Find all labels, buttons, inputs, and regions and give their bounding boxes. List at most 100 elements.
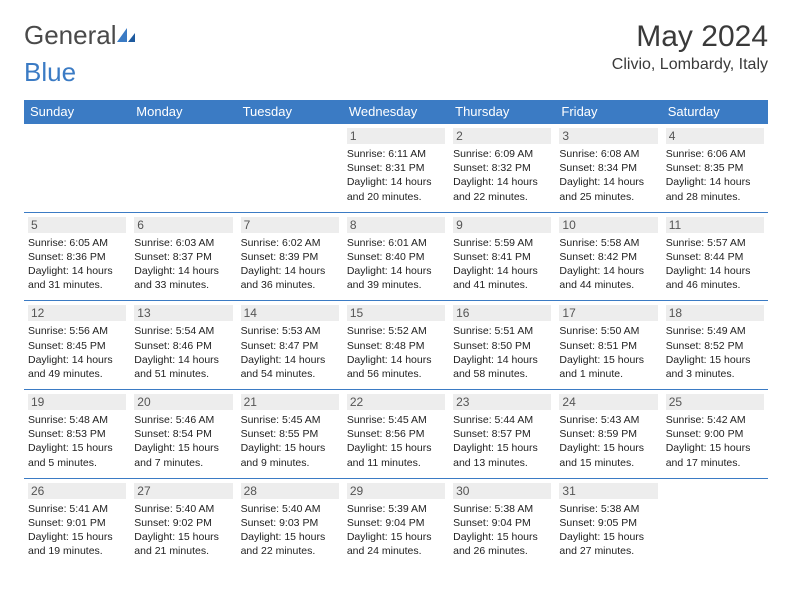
sunset-line: Sunset: 8:40 PM bbox=[347, 250, 445, 264]
week-row: 1Sunrise: 6:11 AMSunset: 8:31 PMDaylight… bbox=[24, 124, 768, 213]
daylight-line: Daylight: 15 hours and 5 minutes. bbox=[28, 441, 126, 469]
sunset-line: Sunset: 9:05 PM bbox=[559, 516, 657, 530]
sunrise-line: Sunrise: 5:40 AM bbox=[241, 502, 339, 516]
day-number: 11 bbox=[666, 217, 764, 233]
day-cell: 30Sunrise: 5:38 AMSunset: 9:04 PMDayligh… bbox=[449, 478, 555, 566]
sunrise-line: Sunrise: 6:05 AM bbox=[28, 236, 126, 250]
day-cell: 1Sunrise: 6:11 AMSunset: 8:31 PMDaylight… bbox=[343, 124, 449, 213]
day-number: 6 bbox=[134, 217, 232, 233]
calendar-body: 1Sunrise: 6:11 AMSunset: 8:31 PMDaylight… bbox=[24, 124, 768, 567]
sunrise-line: Sunrise: 5:38 AM bbox=[559, 502, 657, 516]
sunrise-line: Sunrise: 5:53 AM bbox=[241, 324, 339, 338]
day-header-thursday: Thursday bbox=[449, 100, 555, 124]
day-cell: 29Sunrise: 5:39 AMSunset: 9:04 PMDayligh… bbox=[343, 478, 449, 566]
sunrise-line: Sunrise: 5:50 AM bbox=[559, 324, 657, 338]
daylight-line: Daylight: 14 hours and 31 minutes. bbox=[28, 264, 126, 292]
sunrise-line: Sunrise: 5:40 AM bbox=[134, 502, 232, 516]
daylight-line: Daylight: 15 hours and 15 minutes. bbox=[559, 441, 657, 469]
day-cell: 20Sunrise: 5:46 AMSunset: 8:54 PMDayligh… bbox=[130, 390, 236, 479]
day-number: 3 bbox=[559, 128, 657, 144]
sunset-line: Sunset: 9:04 PM bbox=[453, 516, 551, 530]
day-info: Sunrise: 5:51 AMSunset: 8:50 PMDaylight:… bbox=[453, 324, 551, 381]
day-cell: 25Sunrise: 5:42 AMSunset: 9:00 PMDayligh… bbox=[662, 390, 768, 479]
sunset-line: Sunset: 9:03 PM bbox=[241, 516, 339, 530]
day-cell: 19Sunrise: 5:48 AMSunset: 8:53 PMDayligh… bbox=[24, 390, 130, 479]
day-info: Sunrise: 6:11 AMSunset: 8:31 PMDaylight:… bbox=[347, 147, 445, 204]
sunset-line: Sunset: 8:54 PM bbox=[134, 427, 232, 441]
sunset-line: Sunset: 8:57 PM bbox=[453, 427, 551, 441]
day-cell: 28Sunrise: 5:40 AMSunset: 9:03 PMDayligh… bbox=[237, 478, 343, 566]
day-number: 23 bbox=[453, 394, 551, 410]
sunrise-line: Sunrise: 5:41 AM bbox=[28, 502, 126, 516]
day-cell: 3Sunrise: 6:08 AMSunset: 8:34 PMDaylight… bbox=[555, 124, 661, 213]
sunset-line: Sunset: 8:42 PM bbox=[559, 250, 657, 264]
day-info: Sunrise: 5:50 AMSunset: 8:51 PMDaylight:… bbox=[559, 324, 657, 381]
day-number: 5 bbox=[28, 217, 126, 233]
sunset-line: Sunset: 8:46 PM bbox=[134, 339, 232, 353]
sunset-line: Sunset: 8:36 PM bbox=[28, 250, 126, 264]
day-number: 21 bbox=[241, 394, 339, 410]
daylight-line: Daylight: 14 hours and 28 minutes. bbox=[666, 175, 764, 203]
sunrise-line: Sunrise: 5:49 AM bbox=[666, 324, 764, 338]
sunset-line: Sunset: 8:32 PM bbox=[453, 161, 551, 175]
sunrise-line: Sunrise: 5:44 AM bbox=[453, 413, 551, 427]
day-cell: 6Sunrise: 6:03 AMSunset: 8:37 PMDaylight… bbox=[130, 212, 236, 301]
day-number: 29 bbox=[347, 483, 445, 499]
daylight-line: Daylight: 14 hours and 36 minutes. bbox=[241, 264, 339, 292]
day-info: Sunrise: 5:54 AMSunset: 8:46 PMDaylight:… bbox=[134, 324, 232, 381]
day-number: 13 bbox=[134, 305, 232, 321]
sunset-line: Sunset: 9:02 PM bbox=[134, 516, 232, 530]
sunrise-line: Sunrise: 5:56 AM bbox=[28, 324, 126, 338]
sunset-line: Sunset: 8:55 PM bbox=[241, 427, 339, 441]
day-info: Sunrise: 6:09 AMSunset: 8:32 PMDaylight:… bbox=[453, 147, 551, 204]
sunset-line: Sunset: 8:52 PM bbox=[666, 339, 764, 353]
sunset-line: Sunset: 8:53 PM bbox=[28, 427, 126, 441]
daylight-line: Daylight: 15 hours and 13 minutes. bbox=[453, 441, 551, 469]
daylight-line: Daylight: 14 hours and 58 minutes. bbox=[453, 353, 551, 381]
day-info: Sunrise: 5:40 AMSunset: 9:03 PMDaylight:… bbox=[241, 502, 339, 559]
day-number: 12 bbox=[28, 305, 126, 321]
day-cell: 16Sunrise: 5:51 AMSunset: 8:50 PMDayligh… bbox=[449, 301, 555, 390]
day-info: Sunrise: 5:45 AMSunset: 8:56 PMDaylight:… bbox=[347, 413, 445, 470]
day-cell: 2Sunrise: 6:09 AMSunset: 8:32 PMDaylight… bbox=[449, 124, 555, 213]
daylight-line: Daylight: 15 hours and 11 minutes. bbox=[347, 441, 445, 469]
sunrise-line: Sunrise: 5:46 AM bbox=[134, 413, 232, 427]
day-cell: 11 Sunrise: 5:57 AMSunset: 8:44 PMDayligh… bbox=[662, 212, 768, 301]
day-info: Sunrise: 5:40 AMSunset: 9:02 PMDaylight:… bbox=[134, 502, 232, 559]
daylight-line: Daylight: 14 hours and 41 minutes. bbox=[453, 264, 551, 292]
day-info: Sunrise: 5:49 AMSunset: 8:52 PMDaylight:… bbox=[666, 324, 764, 381]
day-cell: 18 Sunrise: 5:49 AMSunset: 8:52 PMDayligh… bbox=[662, 301, 768, 390]
day-number: 18 bbox=[666, 305, 764, 321]
daylight-line: Daylight: 14 hours and 44 minutes. bbox=[559, 264, 657, 292]
day-number: 14 bbox=[241, 305, 339, 321]
sunset-line: Sunset: 8:45 PM bbox=[28, 339, 126, 353]
sunrise-line: Sunrise: 5:51 AM bbox=[453, 324, 551, 338]
daylight-line: Daylight: 15 hours and 7 minutes. bbox=[134, 441, 232, 469]
day-number: 30 bbox=[453, 483, 551, 499]
day-header-sunday: Sunday bbox=[24, 100, 130, 124]
week-row: 5Sunrise: 6:05 AMSunset: 8:36 PMDaylight… bbox=[24, 212, 768, 301]
sunset-line: Sunset: 8:47 PM bbox=[241, 339, 339, 353]
week-row: 19Sunrise: 5:48 AMSunset: 8:53 PMDayligh… bbox=[24, 390, 768, 479]
sunrise-line: Sunrise: 5:42 AM bbox=[666, 413, 764, 427]
day-number: 7 bbox=[241, 217, 339, 233]
sunrise-line: Sunrise: 6:03 AM bbox=[134, 236, 232, 250]
sunrise-line: Sunrise: 5:38 AM bbox=[453, 502, 551, 516]
sunset-line: Sunset: 8:59 PM bbox=[559, 427, 657, 441]
sunrise-line: Sunrise: 5:45 AM bbox=[347, 413, 445, 427]
day-info: Sunrise: 5:42 AMSunset: 9:00 PMDaylight:… bbox=[666, 413, 764, 470]
daylight-line: Daylight: 15 hours and 3 minutes. bbox=[666, 353, 764, 381]
header: GeneralBlue May 2024 Clivio, Lombardy, I… bbox=[24, 20, 768, 88]
day-cell bbox=[237, 124, 343, 213]
day-number: 22 bbox=[347, 394, 445, 410]
daylight-line: Daylight: 14 hours and 49 minutes. bbox=[28, 353, 126, 381]
day-info: Sunrise: 5:45 AMSunset: 8:55 PMDaylight:… bbox=[241, 413, 339, 470]
sunrise-line: Sunrise: 5:45 AM bbox=[241, 413, 339, 427]
sunset-line: Sunset: 8:56 PM bbox=[347, 427, 445, 441]
day-info: Sunrise: 5:38 AMSunset: 9:05 PMDaylight:… bbox=[559, 502, 657, 559]
day-number: 24 bbox=[559, 394, 657, 410]
daylight-line: Daylight: 14 hours and 20 minutes. bbox=[347, 175, 445, 203]
day-info: Sunrise: 5:57 AMSunset: 8:44 PMDaylight:… bbox=[666, 236, 764, 293]
day-number: 26 bbox=[28, 483, 126, 499]
day-cell: 13 Sunrise: 5:54 AMSunset: 8:46 PMDayligh… bbox=[130, 301, 236, 390]
